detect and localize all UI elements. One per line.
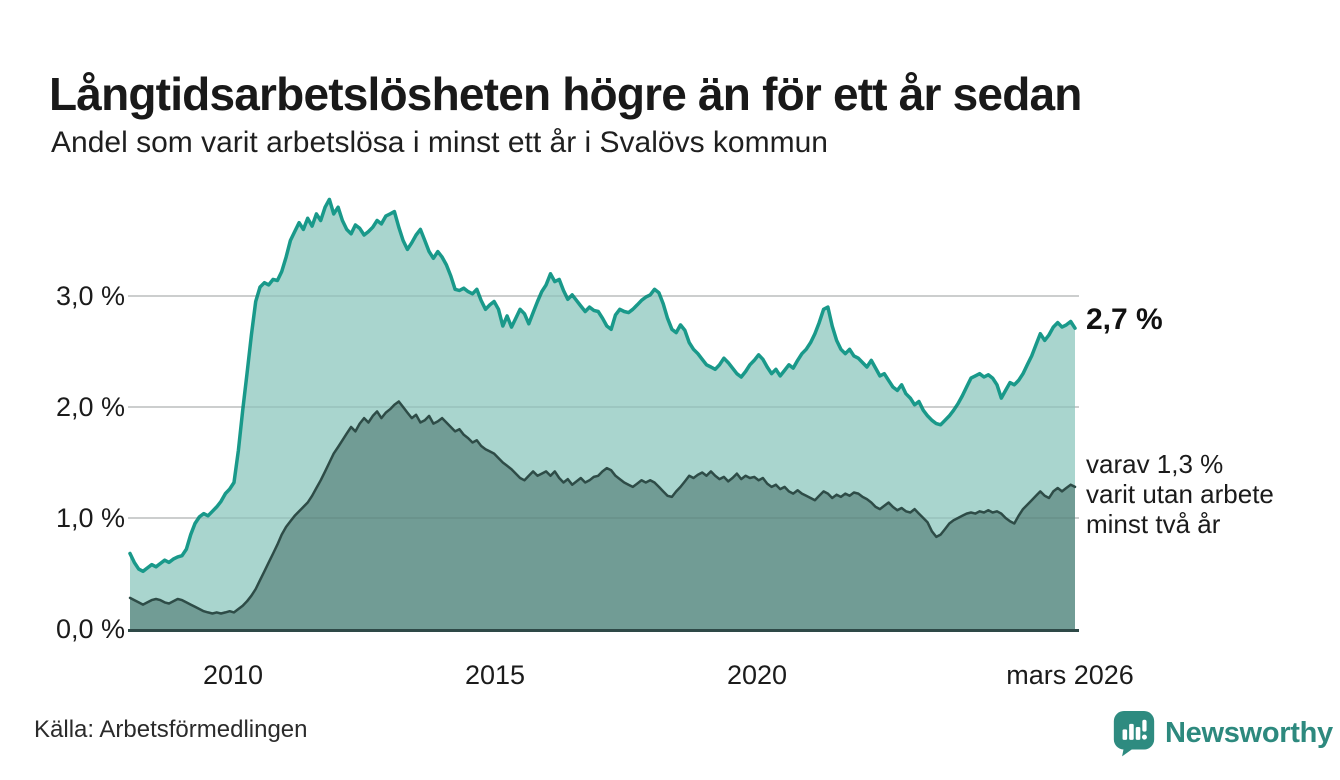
latest-value-label: 2,7 % [1086, 303, 1163, 336]
y-axis-tick-2: 2,0 % [55, 392, 125, 422]
newsworthy-brand: Newsworthy [1112, 709, 1333, 757]
newsworthy-logo-icon [1113, 711, 1155, 757]
x-axis-tick-2015: 2015 [464, 660, 526, 690]
chart-subtitle: Andel som varit arbetslösa i minst ett å… [51, 126, 828, 159]
y-axis-tick-0: 0,0 % [55, 614, 125, 644]
source-attribution: Källa: Arbetsförmedlingen [34, 716, 308, 743]
page-title: Långtidsarbetslösheten högre än för ett … [49, 67, 1082, 120]
x-axis-tick-2020: 2020 [726, 660, 788, 690]
two-year-annotation: varav 1,3 % varit utan arbete minst två … [1086, 449, 1274, 539]
y-axis-tick-3: 3,0 % [55, 281, 125, 311]
x-axis-tick-2010: 2010 [202, 660, 264, 690]
y-axis-tick-1: 1,0 % [55, 503, 125, 533]
newsworthy-wordmark: Newsworthy [1165, 716, 1333, 749]
x-axis-tick-mars-2026: mars 2026 [1006, 660, 1134, 690]
